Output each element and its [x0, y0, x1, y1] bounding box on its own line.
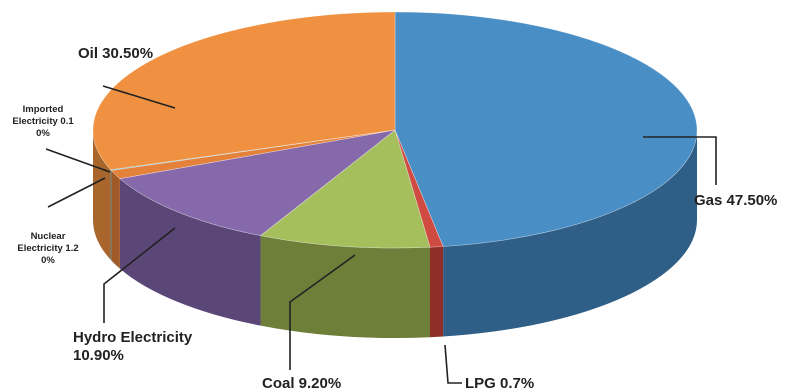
leader-line-gas	[643, 136, 717, 185]
slice-label-line: Hydro Electricity	[73, 329, 193, 346]
slice-label-hydro: Hydro Electricity 10.90%	[73, 329, 193, 364]
slice-label-oil: Oil 30.50%	[78, 45, 153, 62]
leader-line-imported	[45, 148, 111, 173]
slice-label-line: LPG 0.7%	[465, 375, 534, 392]
pie-side-oil	[93, 130, 111, 260]
pie-side-nuclear	[111, 170, 120, 269]
slice-label-line: Imported	[23, 104, 64, 115]
leader-line-coal	[289, 254, 356, 370]
leader-line-nuclear	[47, 177, 106, 208]
slice-label-line: 10.90%	[73, 347, 124, 364]
slice-label-line: Oil 30.50%	[78, 45, 153, 62]
pie-slice-coal	[259, 129, 431, 249]
leader-line-oil	[102, 85, 176, 109]
slice-label-line: Nuclear	[31, 231, 66, 242]
leader-line-layer	[45, 85, 717, 384]
slice-label-line: Electricity 1.2	[17, 243, 78, 254]
slice-label-lpg: LPG 0.7%	[465, 375, 534, 392]
pie-top-layer	[92, 11, 698, 249]
pie-slice-gas	[394, 11, 698, 247]
slice-label-line: Electricity 0.1	[12, 116, 74, 127]
label-layer: Gas 47.50% LPG 0.7% Coal 9.20% Hydro Electr…	[12, 45, 777, 392]
pie-side-coal	[260, 235, 430, 338]
pie-side-hydro	[119, 178, 261, 326]
pie-side-gas	[443, 130, 697, 337]
pie-side-imported	[110, 169, 112, 261]
slice-label-line: 0%	[41, 255, 55, 266]
slice-label-line: Coal 9.20%	[262, 375, 341, 392]
slice-label-nuclear: Nuclear Electricity 1.2 0%	[17, 231, 78, 266]
slice-label-line: 0%	[36, 128, 50, 139]
pie-slice-hydro	[119, 129, 396, 236]
slice-label-line: Gas 47.50%	[694, 192, 777, 209]
slice-label-gas: Gas 47.50%	[694, 192, 777, 209]
pie-side-layer	[93, 130, 697, 338]
slice-label-imported: Imported Electricity 0.1 0%	[12, 104, 74, 139]
leader-line-hydro	[103, 227, 176, 323]
pie-side-lpg	[429, 246, 444, 338]
pie-slice-oil	[92, 11, 396, 171]
leader-line-lpg	[444, 344, 462, 384]
slice-label-coal: Coal 9.20%	[262, 375, 341, 392]
